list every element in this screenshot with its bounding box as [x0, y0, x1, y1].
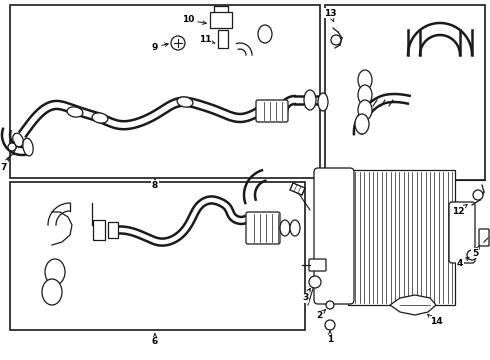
Text: 8: 8 [152, 179, 158, 189]
Ellipse shape [92, 113, 108, 123]
Bar [10, 182, 305, 330]
FancyBboxPatch shape [256, 100, 288, 122]
Ellipse shape [304, 90, 316, 110]
Ellipse shape [67, 107, 83, 117]
Ellipse shape [280, 220, 290, 236]
Ellipse shape [23, 138, 33, 156]
Polygon shape [390, 295, 436, 315]
Bar [210, 12, 232, 28]
Bar [325, 5, 485, 180]
Ellipse shape [355, 114, 369, 134]
Text: 1: 1 [327, 331, 333, 345]
Circle shape [171, 36, 185, 50]
Text: 6: 6 [152, 334, 158, 346]
Text: 11: 11 [199, 36, 215, 45]
Circle shape [325, 320, 335, 330]
Text: 10: 10 [182, 15, 206, 24]
Ellipse shape [290, 220, 300, 236]
Circle shape [331, 35, 341, 45]
FancyBboxPatch shape [449, 202, 475, 263]
Circle shape [467, 250, 477, 260]
Text: 12: 12 [452, 204, 467, 216]
Text: 2: 2 [316, 310, 325, 320]
Ellipse shape [358, 85, 372, 105]
Circle shape [8, 143, 16, 151]
Ellipse shape [42, 279, 62, 305]
Text: 3: 3 [302, 288, 310, 302]
Circle shape [473, 190, 483, 200]
Text: 9: 9 [152, 42, 168, 51]
Bar [108, 222, 118, 238]
Polygon shape [290, 183, 305, 195]
Text: 13: 13 [324, 9, 336, 22]
Text: 14: 14 [428, 315, 442, 327]
Bar [348, 170, 455, 305]
FancyBboxPatch shape [309, 259, 326, 271]
Ellipse shape [318, 93, 328, 111]
Bar [10, 5, 320, 178]
Circle shape [309, 276, 321, 288]
Text: 5: 5 [472, 245, 480, 257]
Ellipse shape [358, 100, 372, 120]
Bar [218, 30, 228, 48]
Ellipse shape [258, 25, 272, 43]
FancyBboxPatch shape [479, 229, 489, 246]
FancyBboxPatch shape [246, 212, 280, 244]
Ellipse shape [45, 259, 65, 285]
Ellipse shape [13, 133, 23, 147]
Text: 7: 7 [1, 158, 9, 172]
Bar [93, 220, 105, 240]
FancyBboxPatch shape [314, 168, 354, 304]
Circle shape [326, 301, 334, 309]
Ellipse shape [177, 97, 193, 107]
Ellipse shape [358, 70, 372, 90]
Text: 4: 4 [457, 257, 469, 269]
